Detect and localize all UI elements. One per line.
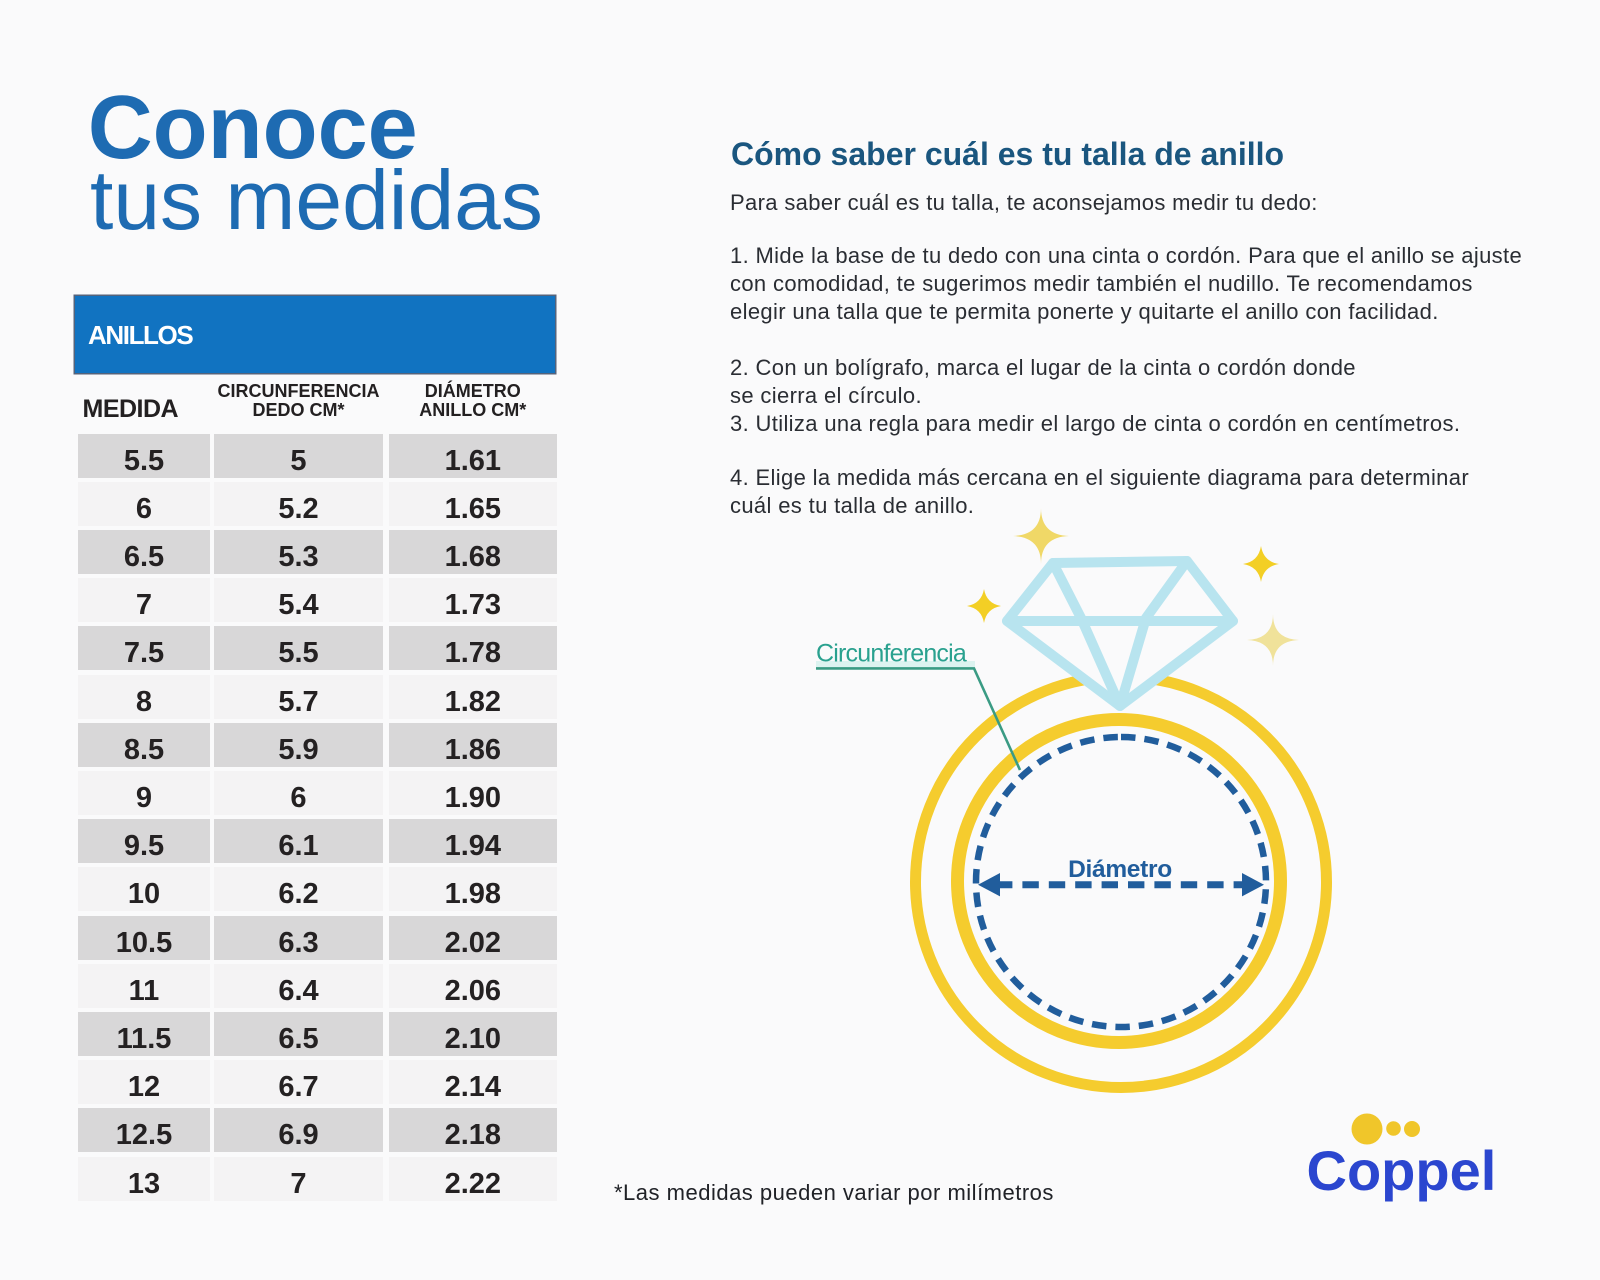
svg-text:Circunferencia: Circunferencia	[816, 640, 967, 668]
svg-text:Diámetro: Diámetro	[1068, 856, 1172, 883]
